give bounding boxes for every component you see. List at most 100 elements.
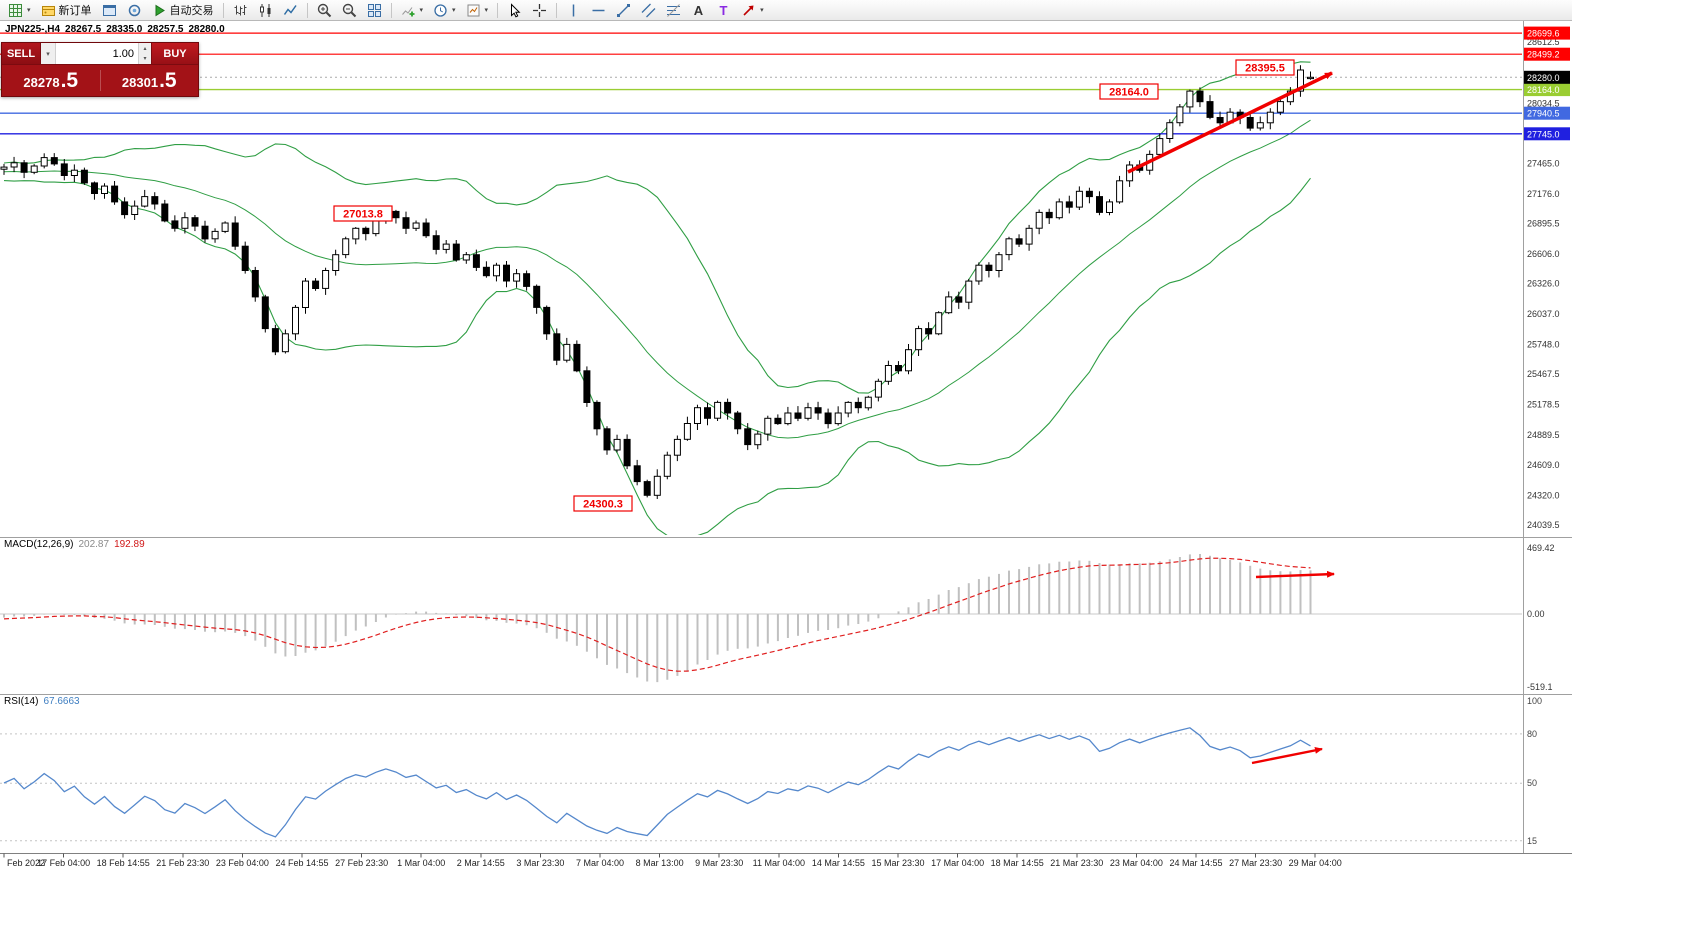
price-axis-label: 26895.5	[1527, 219, 1560, 229]
price-axis[interactable]	[1524, 21, 1572, 853]
dropdown-caret-icon[interactable]: ▾	[760, 7, 764, 14]
vertical-line-icon[interactable]	[562, 1, 585, 20]
candle-body	[10, 162, 18, 168]
candle-body	[20, 162, 28, 173]
dropdown-caret-icon[interactable]: ▾	[452, 7, 456, 14]
candle-body	[432, 235, 440, 250]
time-axis-label: 18 Mar 14:55	[991, 858, 1044, 868]
candle-body	[523, 273, 531, 287]
periods-icon[interactable]: ▾	[429, 1, 460, 20]
chart-profiles-icon[interactable]	[98, 1, 121, 20]
candle-body	[814, 407, 822, 414]
macd-name: MACD(12,26,9)	[4, 539, 74, 550]
volume-spinner[interactable]: ▴ ▾	[138, 43, 151, 64]
time-axis-label: 27 Mar 23:30	[1229, 858, 1282, 868]
fibo-glyph	[667, 3, 681, 17]
spin-up-icon[interactable]: ▴	[143, 45, 147, 52]
rsi-axis-label: 100	[1527, 696, 1542, 706]
label-icon[interactable]: T	[712, 1, 735, 20]
trendline-icon[interactable]	[612, 1, 635, 20]
autotrading-button[interactable]: 自动交易	[148, 1, 218, 20]
price-callout-box[interactable]	[1235, 59, 1295, 76]
sell-button[interactable]: SELL	[2, 43, 40, 64]
price-callout-box[interactable]	[573, 495, 633, 512]
rsi-line	[3, 727, 1311, 838]
fibonacci-icon[interactable]	[662, 1, 685, 20]
zoom-in-icon[interactable]	[313, 1, 336, 20]
arrows-icon[interactable]: ▾	[737, 1, 768, 20]
sell-price[interactable]: 28278 .5	[2, 70, 100, 91]
rsi-arrow[interactable]	[1251, 746, 1323, 765]
time-axis-label: 18 Feb 14:55	[97, 858, 150, 868]
polyline-glyph	[283, 4, 297, 15]
svg-text:T: T	[720, 3, 728, 18]
toolbar-separator	[222, 2, 224, 18]
candle-body	[472, 254, 480, 268]
time-axis[interactable]	[0, 854, 1522, 872]
zoom-out-icon[interactable]	[338, 1, 361, 20]
candlestick-series	[0, 65, 1314, 499]
time-axis-label: 24 Feb 14:55	[275, 858, 328, 868]
price-axis-label: 24609.0	[1527, 460, 1560, 470]
macd-arrow[interactable]	[1255, 570, 1335, 579]
macd-axis-label: 0.00	[1527, 609, 1545, 619]
volume-dropdown-icon[interactable]: ▾	[41, 43, 56, 64]
dropdown-caret-icon[interactable]: ▾	[27, 7, 31, 14]
time-axis-label: 21 Feb 23:30	[156, 858, 209, 868]
macd-value: 202.87	[78, 539, 110, 550]
candle-body	[211, 230, 219, 240]
price-callout-box[interactable]	[1099, 83, 1159, 100]
crosshair-icon[interactable]	[528, 1, 551, 20]
candlestick-chart-icon[interactable]	[254, 1, 277, 20]
price-axis-label: 28612.5	[1527, 37, 1560, 47]
axis-tag-28164.0-box	[1524, 83, 1570, 97]
text-icon[interactable]: A	[687, 1, 710, 20]
time-axis-label: 23 Feb 04:00	[216, 858, 269, 868]
tile-windows-icon[interactable]	[363, 1, 386, 20]
textT-glyph: T	[720, 3, 728, 18]
buy-button[interactable]: BUY	[152, 43, 198, 64]
crosshair-glyph	[533, 3, 547, 17]
candle-body	[1096, 196, 1103, 213]
candle-body	[362, 227, 370, 235]
axis-tag-27745.0-box	[1524, 127, 1570, 141]
bar-chart-icon[interactable]	[229, 1, 252, 20]
candle-body	[1166, 122, 1174, 139]
dropdown-caret-icon[interactable]: ▾	[419, 7, 424, 14]
candle-body	[452, 243, 460, 261]
candle-body	[764, 417, 772, 435]
channel-icon[interactable]	[637, 1, 660, 20]
price-axis-label: 25748.0	[1527, 340, 1560, 350]
candle-body	[683, 423, 691, 440]
horizontal-line-objects	[0, 32, 1522, 135]
candle-body	[673, 438, 681, 456]
cursor-icon[interactable]	[503, 1, 526, 20]
buy-price[interactable]: 28301 .5	[99, 70, 199, 91]
time-axis-label: 15 Mar 23:30	[871, 858, 924, 868]
horizontal-line-icon[interactable]	[587, 1, 610, 20]
candle-body	[201, 225, 209, 240]
volume-input[interactable]: 1.00	[112, 47, 134, 60]
candle-body	[945, 296, 953, 314]
candle-body	[633, 465, 641, 483]
tiles-glyph	[367, 3, 381, 17]
indicators-icon[interactable]: ▾	[397, 1, 428, 20]
spin-down-icon[interactable]: ▾	[143, 56, 147, 63]
trend-arrow[interactable]	[1127, 71, 1333, 174]
axis-tag-28699.6: 28699.6	[1527, 29, 1560, 39]
rsi-axis-label: 80	[1527, 729, 1537, 739]
price-axis-label: 25467.5	[1527, 369, 1560, 379]
candle-body	[965, 280, 973, 303]
templates-icon[interactable]: ▾	[462, 1, 493, 20]
dropdown-caret-icon[interactable]: ▾	[484, 7, 489, 14]
arrow-ne-glyph	[743, 5, 754, 16]
price-callout-box[interactable]	[333, 205, 393, 222]
new-chart-button[interactable]: ▾	[4, 1, 35, 20]
new-order-button[interactable]: 新订单	[37, 1, 96, 20]
market-watch-icon[interactable]	[123, 1, 146, 20]
candle-body	[935, 312, 943, 335]
candle-body	[1297, 69, 1304, 92]
line-chart-icon[interactable]	[279, 1, 302, 20]
